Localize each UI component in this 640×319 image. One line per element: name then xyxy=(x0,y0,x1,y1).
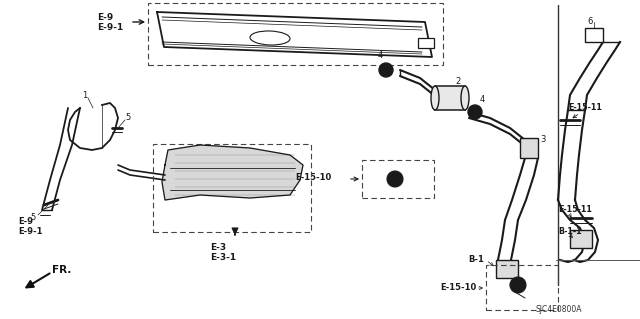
Text: E-15-11: E-15-11 xyxy=(558,205,592,214)
Polygon shape xyxy=(162,145,303,200)
Bar xyxy=(435,86,465,110)
Text: 6: 6 xyxy=(587,18,593,26)
Bar xyxy=(585,28,603,42)
Text: FR.: FR. xyxy=(52,265,72,275)
Text: E-9-1: E-9-1 xyxy=(18,226,42,235)
Text: E-15-10: E-15-10 xyxy=(295,173,332,182)
Ellipse shape xyxy=(461,86,469,110)
Text: 4: 4 xyxy=(378,50,383,60)
Bar xyxy=(153,144,311,232)
Bar xyxy=(362,160,434,198)
Text: E-9-1: E-9-1 xyxy=(97,23,124,32)
Text: 1: 1 xyxy=(82,91,87,100)
Bar xyxy=(148,3,443,65)
Text: E-15-11: E-15-11 xyxy=(568,103,602,113)
Bar xyxy=(486,265,558,310)
Text: SJC4E0800A: SJC4E0800A xyxy=(535,305,582,314)
Text: E-9: E-9 xyxy=(97,13,113,23)
Circle shape xyxy=(379,63,393,77)
Bar xyxy=(496,260,518,278)
Text: B-1: B-1 xyxy=(468,256,484,264)
Circle shape xyxy=(468,105,482,119)
Bar xyxy=(520,138,538,158)
Text: 5: 5 xyxy=(30,213,35,222)
Text: E-15-10: E-15-10 xyxy=(440,284,476,293)
Circle shape xyxy=(510,277,526,293)
Text: E-9: E-9 xyxy=(18,218,33,226)
Bar xyxy=(418,38,434,48)
Text: B-1-1: B-1-1 xyxy=(558,227,582,236)
Text: 4: 4 xyxy=(480,95,485,105)
Circle shape xyxy=(387,171,403,187)
Text: 2: 2 xyxy=(455,78,460,86)
Text: E-3-1: E-3-1 xyxy=(210,253,236,262)
Bar xyxy=(570,230,592,248)
Text: 3: 3 xyxy=(540,136,545,145)
Ellipse shape xyxy=(431,86,439,110)
Text: E-3: E-3 xyxy=(210,243,226,253)
Text: 5: 5 xyxy=(125,114,131,122)
